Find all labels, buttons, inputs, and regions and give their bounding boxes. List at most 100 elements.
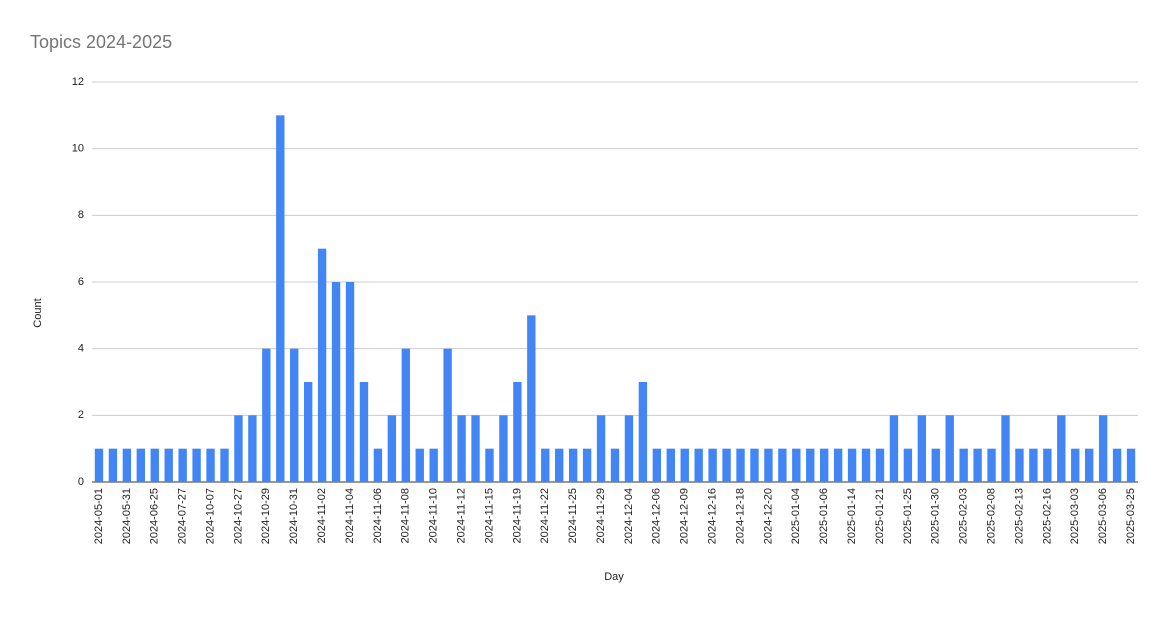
x-tick-label: 2025-03-03	[1069, 488, 1081, 544]
bar	[736, 448, 745, 482]
bar	[443, 348, 452, 482]
bar	[527, 315, 536, 482]
x-tick-label: 2025-01-14	[846, 488, 858, 544]
bar	[317, 248, 327, 482]
x-tick-label: 2024-11-04	[344, 488, 356, 543]
bar	[708, 448, 717, 482]
bar	[596, 415, 606, 482]
bar	[778, 448, 787, 482]
bar	[192, 448, 201, 482]
x-tick-label: 2024-07-27	[177, 488, 189, 544]
x-tick-label: 2024-11-12	[455, 488, 467, 543]
x-tick-label: 2024-11-22	[539, 488, 551, 543]
bar	[792, 448, 801, 482]
bar	[764, 448, 773, 482]
bar	[722, 448, 731, 482]
x-tick-label: 2024-05-01	[93, 488, 105, 544]
bar	[1001, 415, 1010, 482]
bar	[1029, 448, 1038, 482]
bar	[108, 448, 118, 482]
bar	[917, 415, 927, 482]
bar	[471, 415, 480, 482]
bar	[499, 415, 508, 482]
bar	[541, 448, 550, 482]
bar	[638, 382, 648, 482]
bar	[610, 448, 620, 482]
bar	[861, 448, 871, 482]
bar	[1057, 415, 1066, 482]
bar	[415, 448, 424, 482]
bar	[666, 448, 675, 482]
bar	[568, 448, 578, 482]
bar	[806, 448, 815, 482]
y-tick-label: 6	[78, 276, 84, 288]
bar	[1112, 448, 1122, 482]
bar	[303, 382, 313, 482]
x-tick-label: 2025-02-16	[1041, 488, 1053, 544]
x-tick-label: 2024-10-27	[232, 488, 244, 544]
bar	[555, 448, 564, 482]
bar	[959, 448, 968, 482]
x-tick-label: 2024-12-16	[707, 488, 719, 544]
bar	[973, 448, 982, 482]
x-tick-label: 2024-10-31	[288, 488, 300, 544]
y-tick-label: 4	[78, 343, 84, 355]
bar	[345, 282, 355, 482]
bar	[248, 415, 257, 482]
bar	[94, 448, 104, 482]
x-tick-label: 2024-11-06	[372, 488, 384, 543]
x-tick-label: 2025-01-21	[874, 488, 886, 544]
bar	[1043, 448, 1052, 482]
bar	[750, 448, 759, 482]
x-tick-label: 2024-11-25	[567, 488, 579, 543]
bar	[1126, 448, 1136, 482]
bar	[485, 448, 494, 482]
bar	[624, 415, 634, 482]
bar	[694, 448, 703, 482]
x-tick-label: 2024-11-15	[483, 488, 495, 543]
x-tick-label: 2024-11-10	[428, 488, 440, 543]
bar	[1071, 448, 1080, 482]
y-tick-label: 8	[78, 209, 84, 221]
y-tick-label: 10	[72, 143, 84, 155]
bar	[164, 448, 173, 482]
bar	[931, 448, 940, 482]
x-tick-label: 2024-11-29	[595, 488, 607, 543]
bar	[136, 448, 145, 482]
chart-title: Topics 2024-2025	[30, 32, 172, 52]
x-tick-label: 2025-02-08	[985, 488, 997, 544]
bar	[150, 448, 159, 482]
bar	[178, 448, 187, 482]
x-tick-label: 2025-01-04	[790, 488, 802, 544]
bar	[513, 382, 522, 482]
bar	[680, 448, 689, 482]
x-tick-label: 2024-12-20	[762, 488, 774, 544]
bar	[987, 448, 996, 482]
x-tick-label: 2024-10-29	[260, 488, 272, 544]
bar	[359, 382, 369, 482]
y-tick-label: 2	[78, 409, 84, 421]
bar	[122, 448, 132, 482]
x-tick-label: 2024-11-19	[511, 488, 523, 543]
bar	[429, 448, 438, 482]
bar	[331, 282, 341, 482]
bar	[373, 448, 383, 482]
bar	[262, 348, 271, 482]
bar	[875, 448, 885, 482]
x-tick-label: 2025-03-25	[1125, 488, 1137, 544]
x-tick-label: 2024-12-09	[679, 488, 691, 544]
bar	[903, 448, 913, 482]
y-axis-title: Count	[32, 298, 44, 327]
x-tick-label: 2024-05-31	[121, 488, 133, 544]
x-tick-label: 2024-11-08	[400, 488, 412, 543]
bar	[820, 448, 829, 482]
x-tick-label: 2024-12-18	[734, 488, 746, 544]
x-tick-label: 2025-01-30	[930, 488, 942, 544]
y-tick-label: 0	[78, 476, 84, 488]
bar	[234, 415, 243, 482]
bar	[276, 115, 285, 482]
x-tick-label: 2025-01-06	[818, 488, 830, 544]
x-tick-label: 2024-12-04	[623, 488, 635, 544]
x-tick-label: 2025-02-03	[958, 488, 970, 544]
